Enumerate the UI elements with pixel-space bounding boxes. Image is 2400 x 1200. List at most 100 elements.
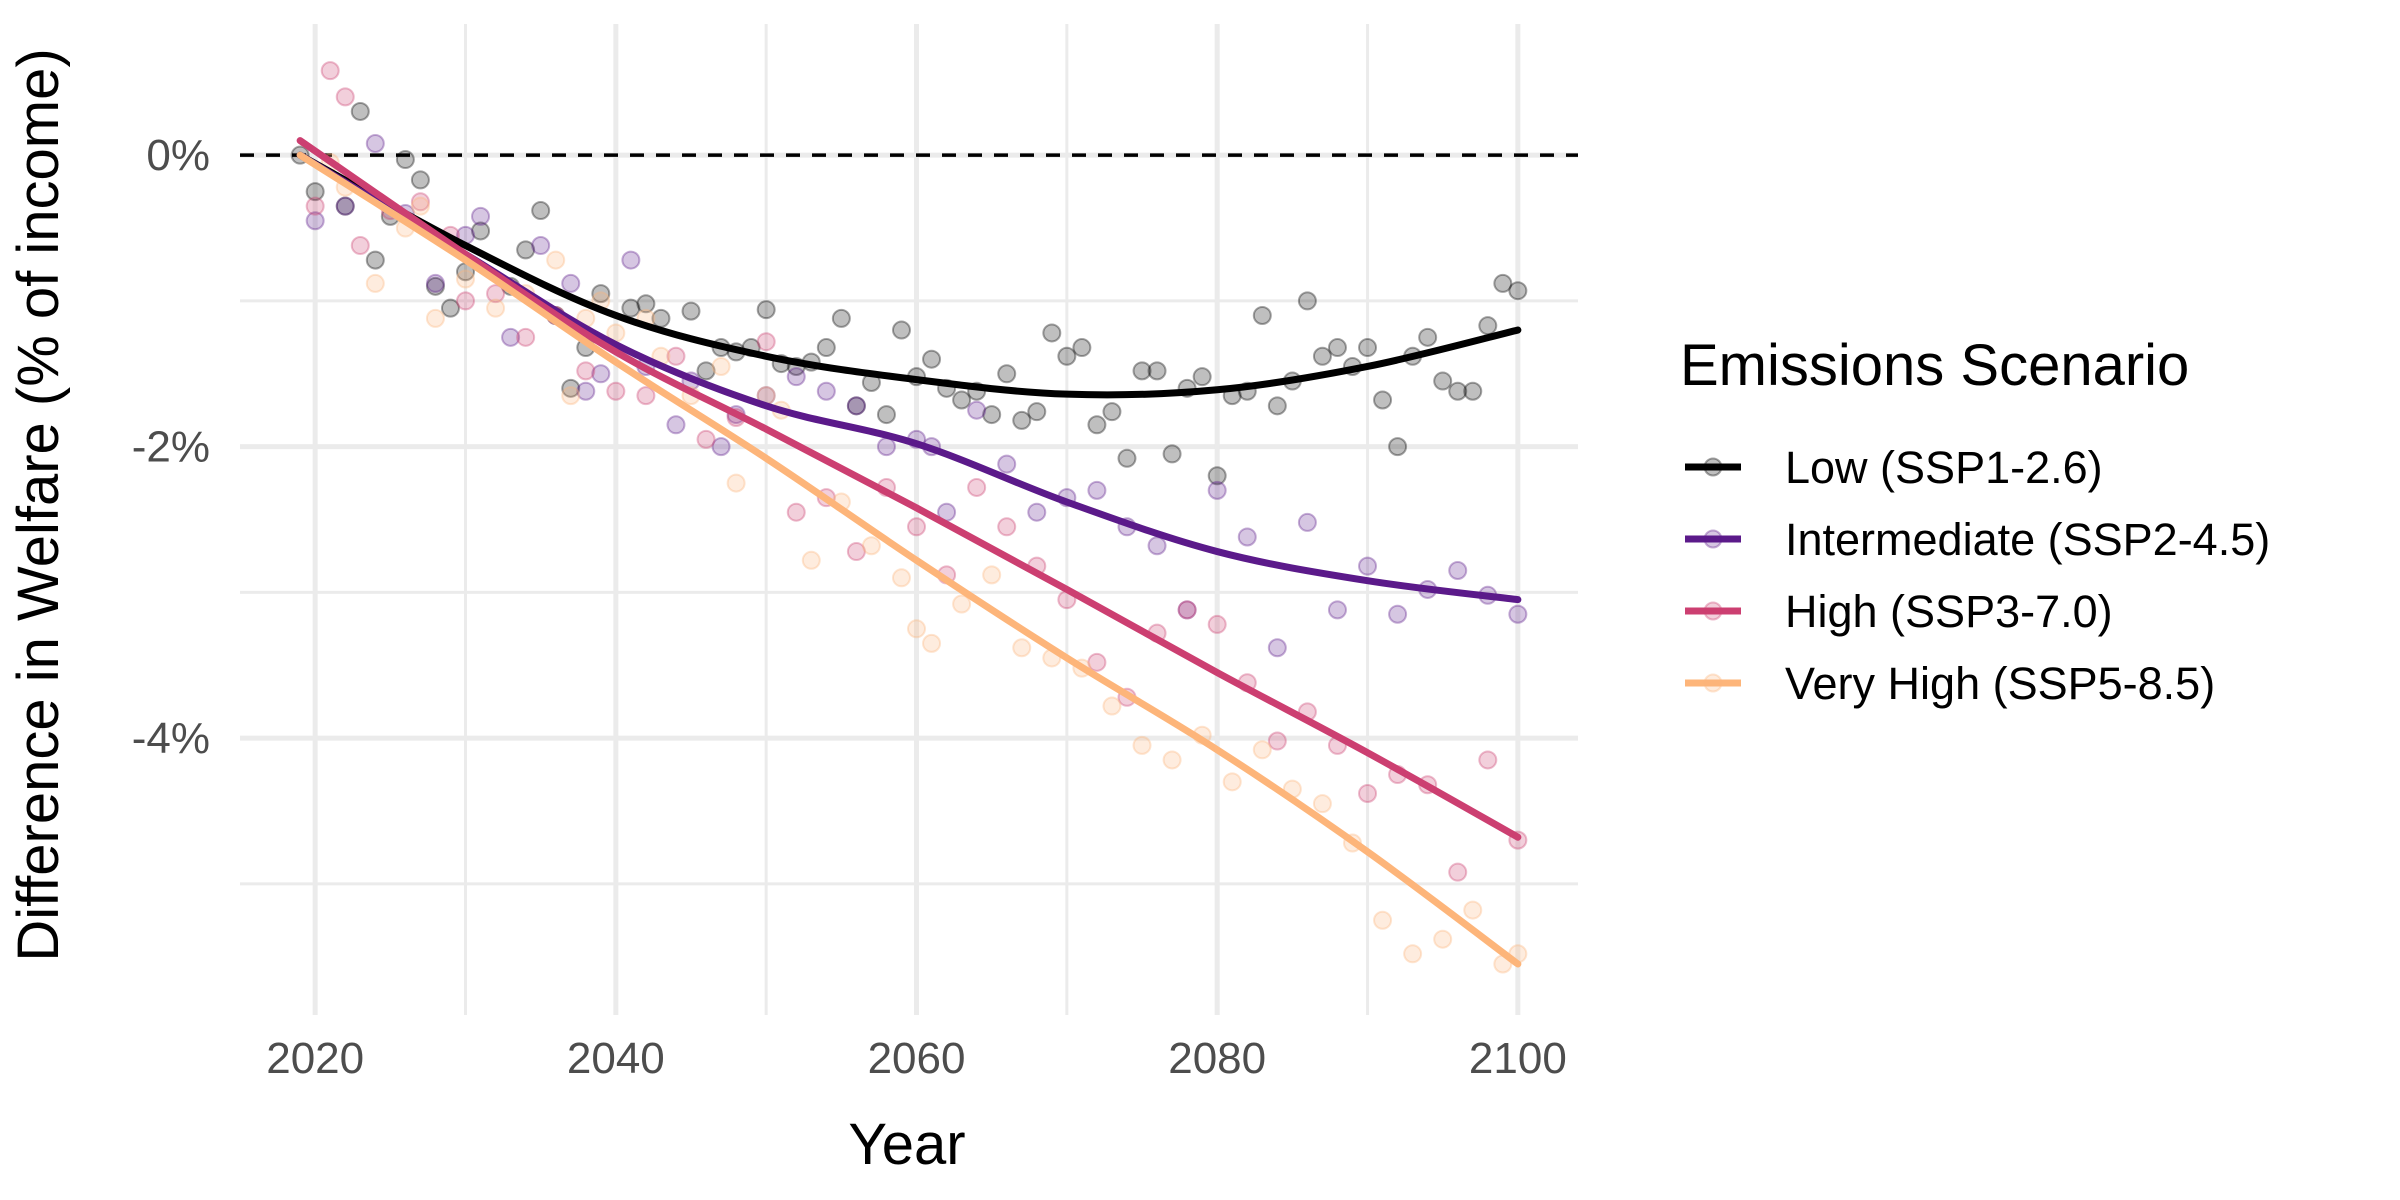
point-intermediate-ssp2-4-5 bbox=[501, 327, 521, 347]
point-intermediate-ssp2-4-5 bbox=[711, 437, 731, 457]
point-high-ssp3-7-0 bbox=[410, 192, 430, 212]
point-intermediate-ssp2-4-5 bbox=[335, 196, 355, 216]
point-low-ssp1-2-6 bbox=[1252, 305, 1272, 325]
point-low-ssp1-2-6 bbox=[425, 276, 445, 296]
point-very-high-ssp5-8-5 bbox=[1102, 696, 1122, 716]
point-high-ssp3-7-0 bbox=[907, 517, 927, 537]
point-low-ssp1-2-6 bbox=[410, 170, 430, 190]
point-high-ssp3-7-0 bbox=[305, 196, 325, 216]
point-high-ssp3-7-0 bbox=[696, 429, 716, 449]
legend-swatch-point-intermediate-ssp2-4-5 bbox=[1703, 529, 1723, 549]
point-intermediate-ssp2-4-5 bbox=[531, 236, 551, 256]
point-low-ssp1-2-6 bbox=[997, 364, 1017, 384]
point-low-ssp1-2-6 bbox=[831, 308, 851, 328]
point-very-high-ssp5-8-5 bbox=[456, 269, 476, 289]
point-low-ssp1-2-6 bbox=[1132, 361, 1152, 381]
grid-layer bbox=[240, 24, 1578, 1015]
x-axis-title: Year bbox=[848, 1112, 965, 1177]
point-very-high-ssp5-8-5 bbox=[711, 356, 731, 376]
point-very-high-ssp5-8-5 bbox=[546, 250, 566, 270]
point-low-ssp1-2-6 bbox=[1448, 381, 1468, 401]
point-low-ssp1-2-6 bbox=[531, 201, 551, 221]
point-low-ssp1-2-6 bbox=[1027, 402, 1047, 422]
point-high-ssp3-7-0 bbox=[320, 61, 340, 81]
legend-title: Emissions Scenario bbox=[1680, 333, 2189, 398]
y-axis-title: Difference in Welfare (% of income) bbox=[6, 48, 71, 961]
point-intermediate-ssp2-4-5 bbox=[1027, 502, 1047, 522]
point-intermediate-ssp2-4-5 bbox=[1087, 480, 1107, 500]
point-high-ssp3-7-0 bbox=[786, 502, 806, 522]
point-intermediate-ssp2-4-5 bbox=[1508, 604, 1528, 624]
point-intermediate-ssp2-4-5 bbox=[305, 211, 325, 231]
point-intermediate-ssp2-4-5 bbox=[786, 367, 806, 387]
point-high-ssp3-7-0 bbox=[967, 477, 987, 497]
point-high-ssp3-7-0 bbox=[576, 361, 596, 381]
point-intermediate-ssp2-4-5 bbox=[1177, 600, 1197, 620]
point-low-ssp1-2-6 bbox=[1478, 316, 1498, 336]
point-intermediate-ssp2-4-5 bbox=[1297, 512, 1317, 532]
point-low-ssp1-2-6 bbox=[891, 320, 911, 340]
point-low-ssp1-2-6 bbox=[1463, 381, 1483, 401]
x-tick-label: 2080 bbox=[1168, 1034, 1266, 1083]
x-tick-label: 2040 bbox=[567, 1034, 665, 1083]
y-tick-label: -4% bbox=[132, 714, 210, 763]
trend-line-very-high-ssp5-8-5 bbox=[296, 151, 1522, 968]
point-very-high-ssp5-8-5 bbox=[1373, 910, 1393, 930]
legend-swatch-point-high-ssp3-7-0 bbox=[1703, 601, 1723, 621]
point-intermediate-ssp2-4-5 bbox=[576, 381, 596, 401]
point-low-ssp1-2-6 bbox=[1087, 415, 1107, 435]
point-low-ssp1-2-6 bbox=[1147, 361, 1167, 381]
point-low-ssp1-2-6 bbox=[982, 405, 1002, 425]
point-low-ssp1-2-6 bbox=[591, 284, 611, 304]
point-low-ssp1-2-6 bbox=[305, 182, 325, 202]
legend-label-low-ssp1-2-6: Low (SSP1-2.6) bbox=[1785, 442, 2103, 493]
point-very-high-ssp5-8-5 bbox=[425, 308, 445, 328]
legend-item-low-ssp1-2-6: Low (SSP1-2.6) bbox=[1685, 442, 2103, 493]
point-intermediate-ssp2-4-5 bbox=[846, 396, 866, 416]
point-high-ssp3-7-0 bbox=[1478, 750, 1498, 770]
point-very-high-ssp5-8-5 bbox=[801, 550, 821, 570]
point-low-ssp1-2-6 bbox=[696, 361, 716, 381]
point-intermediate-ssp2-4-5 bbox=[591, 364, 611, 384]
point-very-high-ssp5-8-5 bbox=[907, 619, 927, 639]
point-low-ssp1-2-6 bbox=[816, 338, 836, 358]
y-tick-label: 0% bbox=[146, 131, 210, 180]
point-intermediate-ssp2-4-5 bbox=[1448, 561, 1468, 581]
point-very-high-ssp5-8-5 bbox=[1433, 929, 1453, 949]
point-high-ssp3-7-0 bbox=[666, 346, 686, 366]
tick-labels-layer: 2020 2040 2060 2080 2100 0% -2% -4% bbox=[132, 131, 1567, 1083]
point-intermediate-ssp2-4-5 bbox=[471, 206, 491, 226]
point-high-ssp3-7-0 bbox=[1177, 600, 1197, 620]
legend-label-very-high-ssp5-8-5: Very High (SSP5-8.5) bbox=[1785, 658, 2215, 709]
legend: Emissions Scenario Low (SSP1-2.6) Interme… bbox=[1680, 333, 2270, 709]
point-very-high-ssp5-8-5 bbox=[922, 633, 942, 653]
point-intermediate-ssp2-4-5 bbox=[967, 400, 987, 420]
point-very-high-ssp5-8-5 bbox=[1162, 750, 1182, 770]
point-low-ssp1-2-6 bbox=[876, 405, 896, 425]
point-high-ssp3-7-0 bbox=[1358, 783, 1378, 803]
point-low-ssp1-2-6 bbox=[1042, 323, 1062, 343]
point-low-ssp1-2-6 bbox=[1192, 367, 1212, 387]
point-intermediate-ssp2-4-5 bbox=[365, 134, 385, 154]
point-intermediate-ssp2-4-5 bbox=[425, 273, 445, 293]
point-low-ssp1-2-6 bbox=[1072, 338, 1092, 358]
point-low-ssp1-2-6 bbox=[516, 240, 536, 260]
point-very-high-ssp5-8-5 bbox=[952, 594, 972, 614]
point-low-ssp1-2-6 bbox=[1102, 402, 1122, 422]
point-low-ssp1-2-6 bbox=[365, 250, 385, 270]
trend-lines-layer bbox=[296, 137, 1522, 968]
point-intermediate-ssp2-4-5 bbox=[621, 250, 641, 270]
point-very-high-ssp5-8-5 bbox=[1012, 638, 1032, 658]
point-low-ssp1-2-6 bbox=[636, 294, 656, 314]
x-tick-label: 2060 bbox=[868, 1034, 966, 1083]
point-low-ssp1-2-6 bbox=[1358, 338, 1378, 358]
point-very-high-ssp5-8-5 bbox=[1312, 794, 1332, 814]
point-very-high-ssp5-8-5 bbox=[891, 568, 911, 588]
point-high-ssp3-7-0 bbox=[997, 517, 1017, 537]
point-low-ssp1-2-6 bbox=[1267, 396, 1287, 416]
point-low-ssp1-2-6 bbox=[440, 298, 460, 318]
legend-swatch-point-low-ssp1-2-6 bbox=[1703, 457, 1723, 477]
point-low-ssp1-2-6 bbox=[1418, 327, 1438, 347]
point-low-ssp1-2-6 bbox=[1012, 410, 1032, 430]
point-low-ssp1-2-6 bbox=[395, 150, 415, 170]
